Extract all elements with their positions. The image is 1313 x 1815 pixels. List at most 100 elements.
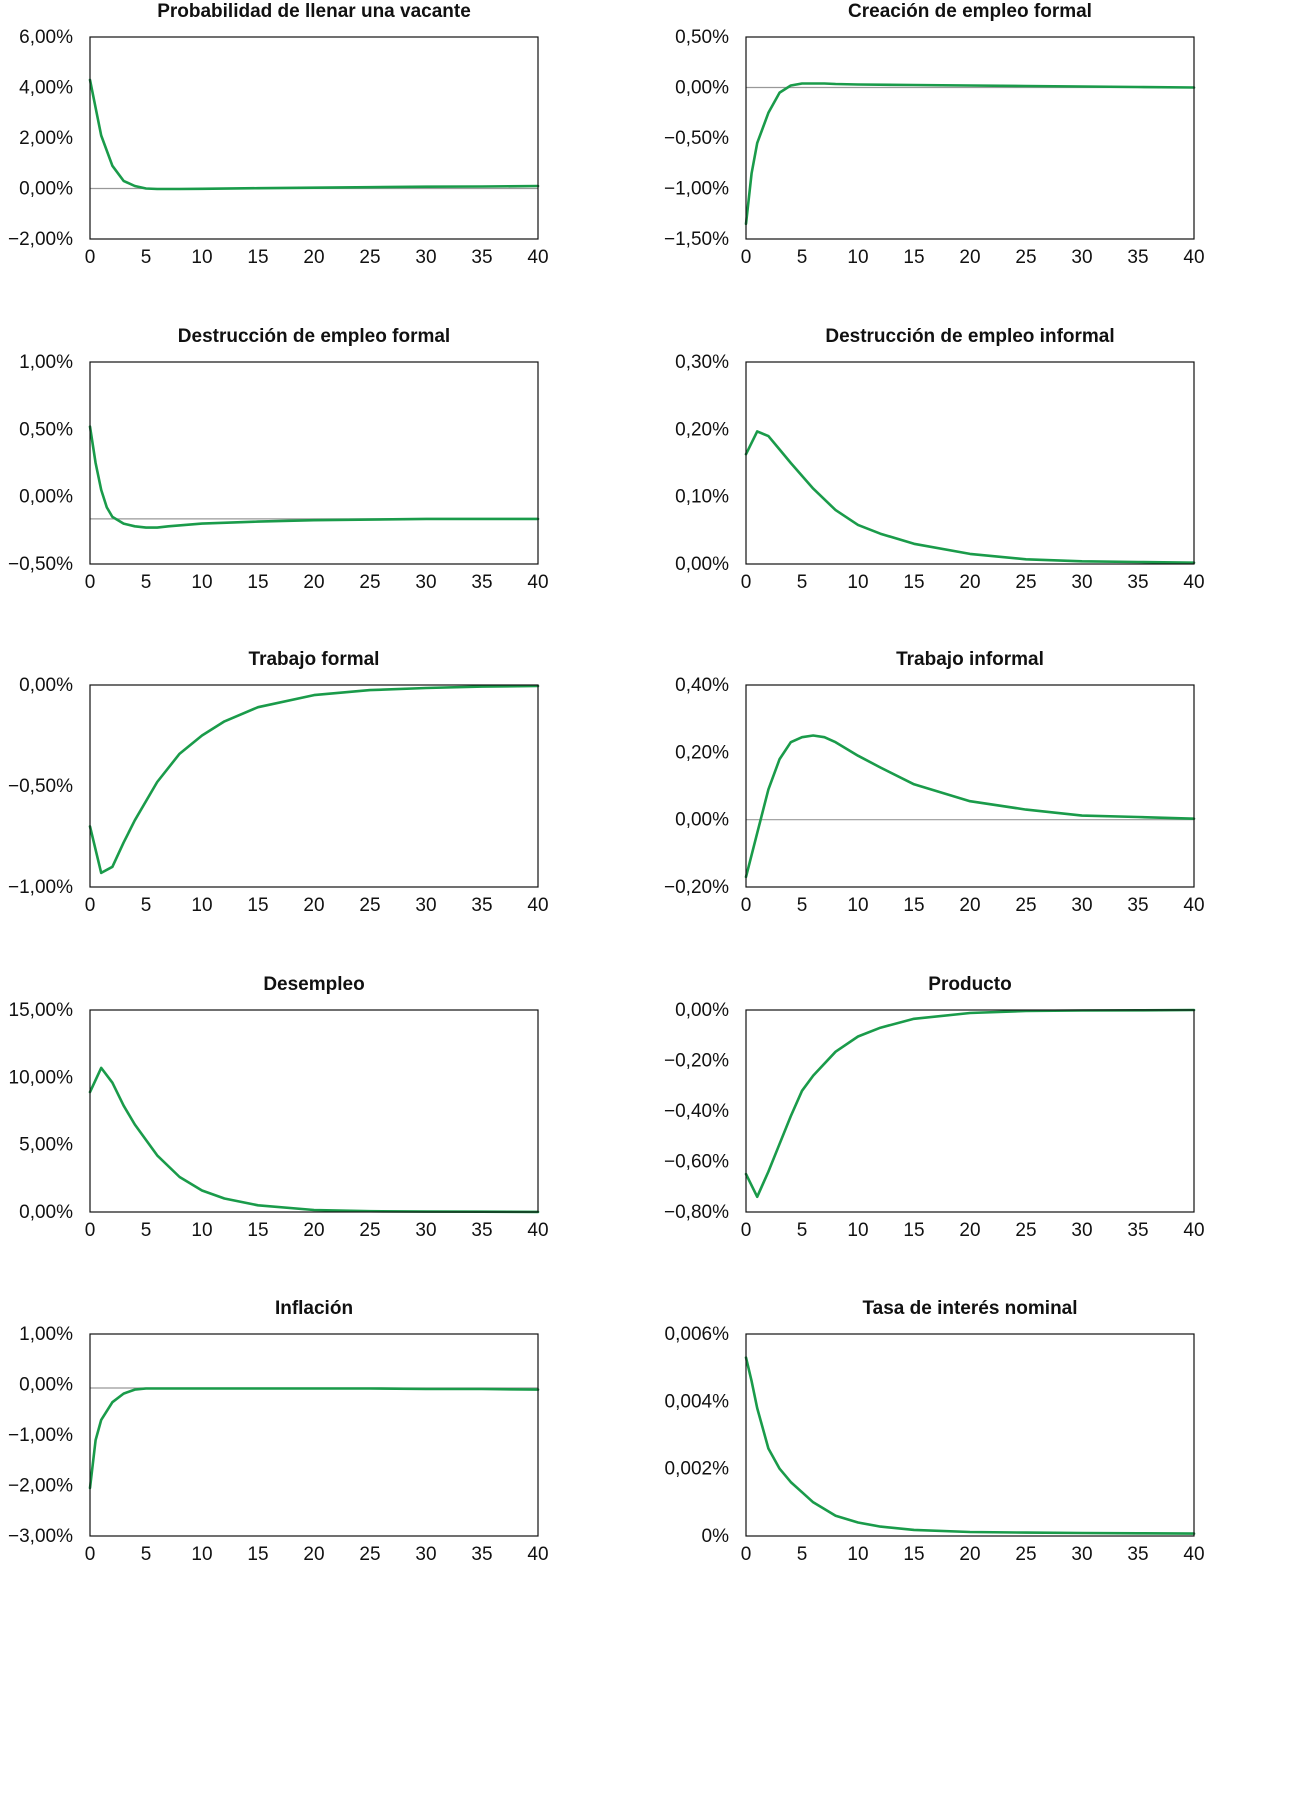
y-tick-label: 6,00% (19, 27, 73, 48)
plot-frame (89, 1009, 539, 1213)
x-tick-label: 25 (1015, 247, 1036, 268)
plot-frame (745, 361, 1195, 565)
plot-frame (745, 1009, 1195, 1213)
y-tick-label: 0,00% (675, 78, 729, 99)
x-tick-label: 20 (959, 895, 980, 916)
chart-title: Trabajo formal (248, 649, 380, 670)
x-tick-label: 30 (415, 895, 436, 916)
x-tick-label: 0 (741, 1220, 752, 1241)
x-tick-label: 15 (247, 247, 268, 268)
x-tick-label: 5 (797, 572, 808, 593)
x-tick-label: 35 (471, 895, 492, 916)
x-tick-label: 20 (303, 247, 324, 268)
y-tick-label: −0,40% (664, 1101, 729, 1122)
chart-panel: Inflación 1,00% 0,00% −1,00% −2,00% −3,00% 0 5 1… (0, 1297, 656, 1672)
y-tick-label: −0,20% (664, 1051, 729, 1072)
x-tick-label: 25 (1015, 895, 1036, 916)
x-tick-label: 40 (1183, 572, 1204, 593)
series-line (744, 430, 1196, 564)
y-tick-label: 1,00% (19, 352, 73, 373)
x-tick-label: 35 (471, 1220, 492, 1241)
y-tick-label: 0,00% (19, 1202, 73, 1223)
y-tick-label: 0,00% (675, 1000, 729, 1021)
chart-title: Trabajo informal (896, 649, 1044, 670)
y-tick-label: 4,00% (19, 78, 73, 99)
y-tick-label: 0,00% (19, 487, 73, 508)
series-line (88, 684, 540, 875)
x-tick-label: 20 (303, 572, 324, 593)
chart-panel: Trabajo formal 0,00% −0,50% −1,00% 0 5 10 15 20 2… (0, 648, 656, 1023)
chart-title: Destrucción de empleo informal (825, 326, 1115, 347)
x-tick-label: 10 (191, 247, 212, 268)
x-tick-label: 0 (741, 572, 752, 593)
x-tick-label: 25 (1015, 572, 1036, 593)
y-tick-label: 15,00% (9, 1000, 74, 1021)
x-tick-label: 5 (141, 247, 152, 268)
x-tick-label: 20 (959, 572, 980, 593)
x-tick-label: 15 (903, 572, 924, 593)
chart-svg: 1,00% 0,50% 0,00% −0,50% 0 5 10 15 20 25 30 35 40 (8, 352, 549, 593)
x-tick-label: 35 (1127, 247, 1148, 268)
plot-frame (89, 684, 539, 888)
x-tick-label: 35 (1127, 1220, 1148, 1241)
x-tick-label: 30 (415, 247, 436, 268)
x-tick-label: 15 (247, 895, 268, 916)
chart-svg: 0,00% −0,50% −1,00% 0 5 10 15 20 25 30 35 40 (8, 675, 549, 916)
y-tick-label: 0,00% (19, 675, 73, 696)
x-tick-label: 30 (1071, 895, 1092, 916)
x-tick-label: 35 (471, 572, 492, 593)
chart-panel: Destrucción de empleo informal 0,30% 0,20%… (656, 325, 1312, 700)
x-tick-label: 15 (247, 1220, 268, 1241)
y-tick-label: 0,004% (665, 1391, 730, 1412)
x-tick-label: 10 (191, 1544, 212, 1565)
x-tick-label: 10 (847, 572, 868, 593)
x-tick-label: 35 (1127, 1544, 1148, 1565)
y-tick-label: 0,30% (675, 352, 729, 373)
chart-panel: Creación de empleo formal 0,50% 0,00% −0,50… (656, 0, 1312, 375)
x-tick-label: 15 (903, 247, 924, 268)
x-tick-label: 0 (741, 895, 752, 916)
chart-panel: Producto 0,00% −0,20% −0,40% −0,60% −0,80% 0 5 1… (656, 973, 1312, 1348)
series-line (744, 82, 1196, 226)
chart-title: Producto (928, 974, 1012, 995)
x-tick-label: 30 (1071, 1544, 1092, 1565)
chart-title: Destrucción de empleo formal (177, 326, 451, 347)
y-tick-label: 0,002% (665, 1459, 730, 1480)
x-tick-label: 10 (847, 1220, 868, 1241)
x-tick-label: 25 (1015, 1544, 1036, 1565)
x-tick-label: 30 (415, 1220, 436, 1241)
y-tick-label: 0,00% (675, 554, 729, 575)
x-tick-label: 30 (1071, 247, 1092, 268)
chart-panel: Trabajo informal 0,40% 0,20% 0,00% −0,20% 0 5 1… (656, 648, 1312, 1023)
chart-panel: Destrucción de empleo formal 1,00% 0,50% 0,… (0, 325, 656, 700)
y-tick-label: 0,20% (675, 419, 729, 440)
chart-svg: 0,50% 0,00% −0,50% −1,00% −1,50% 0 5 10 15 20 25 30… (664, 27, 1205, 268)
x-tick-label: 35 (1127, 895, 1148, 916)
y-tick-label: −2,00% (8, 1476, 73, 1497)
x-tick-label: 40 (527, 1220, 548, 1241)
y-tick-label: −0,60% (664, 1152, 729, 1173)
x-tick-label: 10 (847, 895, 868, 916)
x-tick-label: 30 (1071, 572, 1092, 593)
x-tick-label: 5 (797, 1220, 808, 1241)
y-tick-label: 0,50% (675, 27, 729, 48)
x-tick-label: 10 (191, 572, 212, 593)
x-tick-label: 25 (359, 1544, 380, 1565)
chart-title: Creación de empleo formal (848, 1, 1092, 22)
x-tick-label: 40 (1183, 1544, 1204, 1565)
x-tick-label: 15 (903, 1220, 924, 1241)
x-tick-label: 20 (303, 895, 324, 916)
x-tick-label: 15 (903, 895, 924, 916)
x-tick-label: 30 (415, 1544, 436, 1565)
chart-title: Probabilidad de llenar una vacante (157, 1, 471, 22)
x-tick-label: 40 (1183, 895, 1204, 916)
x-tick-label: 25 (359, 247, 380, 268)
series-line (744, 1008, 1196, 1199)
x-tick-label: 40 (527, 572, 548, 593)
x-tick-label: 20 (303, 1220, 324, 1241)
y-tick-label: 0,40% (675, 675, 729, 696)
x-tick-label: 15 (247, 572, 268, 593)
plot-frame (89, 361, 539, 565)
series-line (744, 734, 1196, 879)
